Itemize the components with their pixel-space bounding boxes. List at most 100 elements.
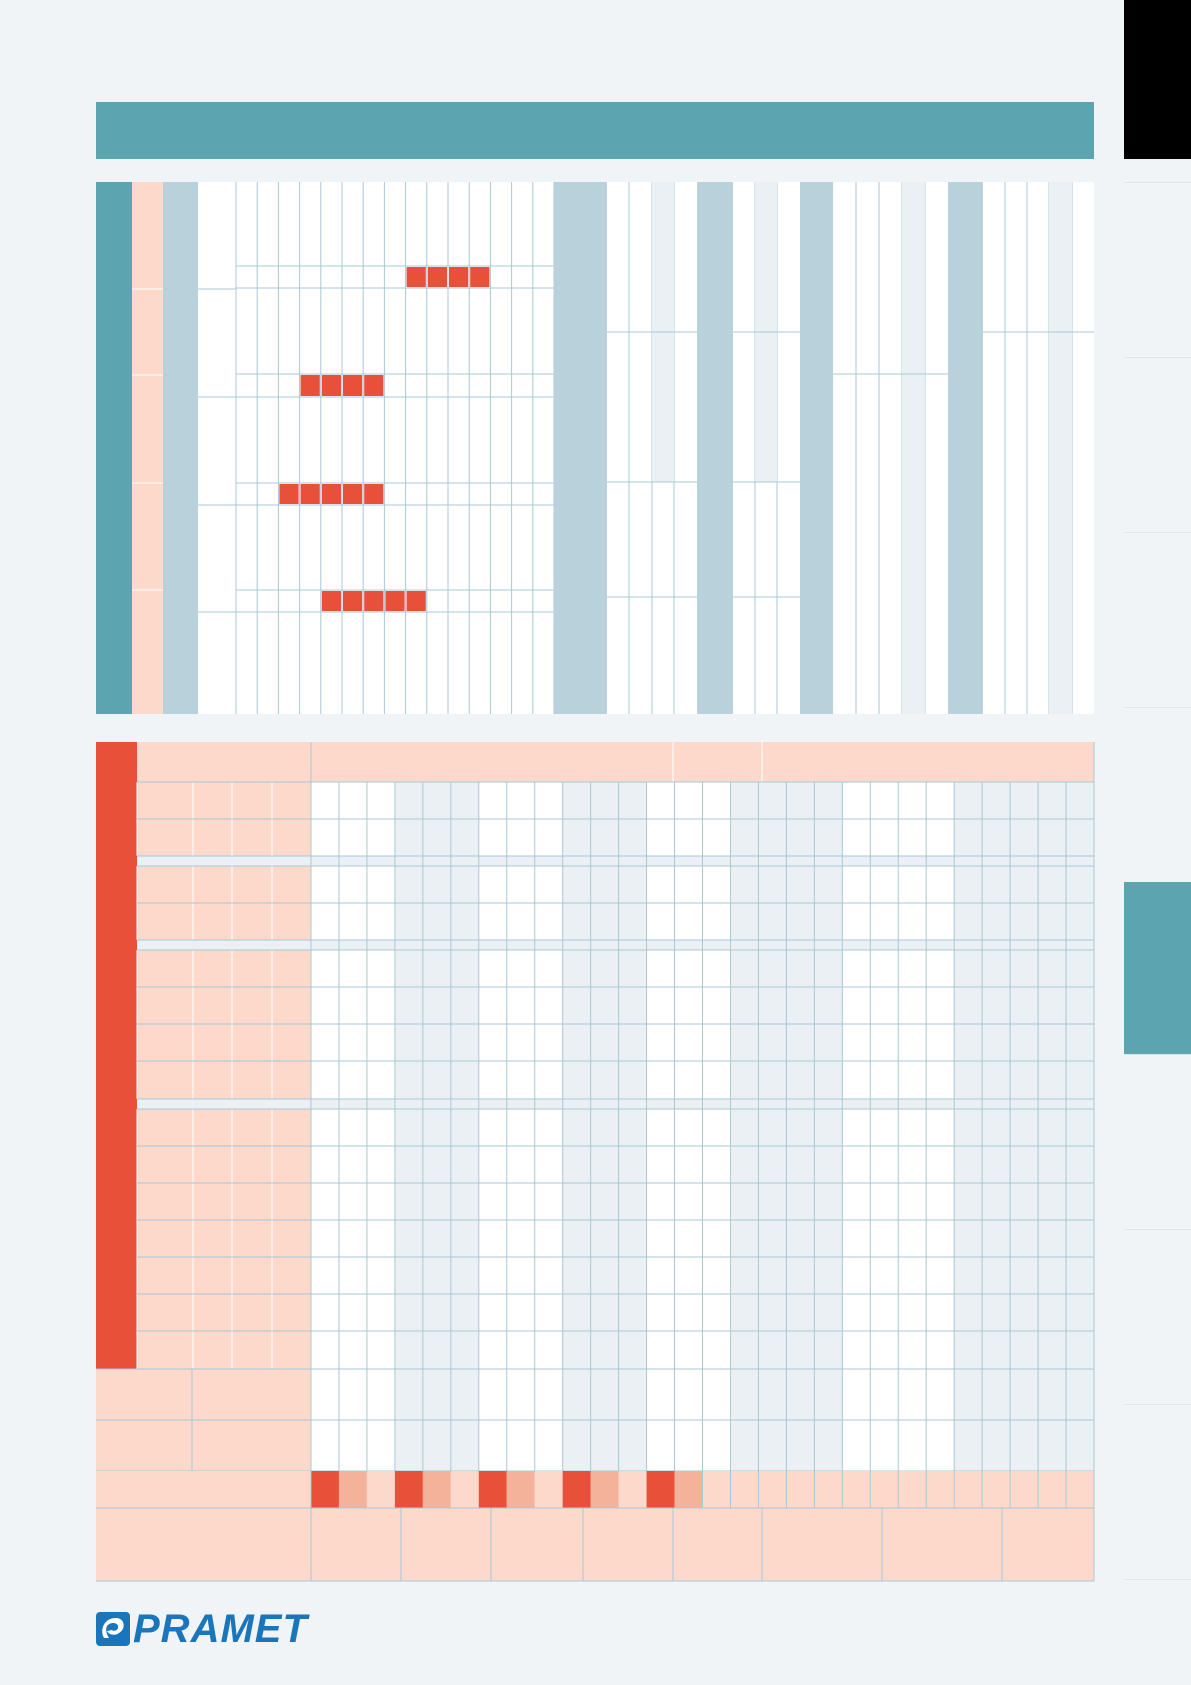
title-bar	[96, 102, 1094, 159]
row-data-background	[311, 1331, 1094, 1369]
row-shaded-group	[562, 1331, 647, 1369]
legend-color-cell	[506, 1471, 535, 1508]
footer-row	[96, 1508, 1094, 1581]
row-shaded-group	[394, 1257, 479, 1294]
row-shaded-group	[730, 1257, 843, 1294]
row-shaded-group	[954, 903, 1094, 940]
block-shaded-cell	[652, 332, 674, 482]
row-shaded-group	[730, 1109, 843, 1146]
row-shaded-group	[394, 903, 479, 940]
row-shaded-group	[954, 1146, 1094, 1183]
highlight-bar-cell	[364, 591, 384, 611]
side-tab-4[interactable]	[1124, 707, 1191, 883]
row-shaded-group	[562, 987, 647, 1024]
row-shaded-group	[562, 1109, 647, 1146]
side-tab-3[interactable]	[1124, 532, 1191, 708]
highlight-bar-cell	[343, 484, 363, 504]
row-label-cells	[137, 950, 311, 987]
summary-shaded-group	[394, 1420, 479, 1471]
row-shaded-group	[954, 782, 1094, 819]
highlight-bar-cell	[300, 375, 320, 396]
side-tab-8[interactable]	[1124, 1404, 1191, 1580]
top-table-blue-divider	[800, 182, 833, 714]
summary-shaded-group	[394, 1369, 479, 1420]
side-tab-1[interactable]	[1124, 182, 1191, 358]
legend-color-cell	[311, 1471, 339, 1508]
row-shaded-group	[730, 1294, 843, 1331]
side-tab-strip	[1124, 0, 1191, 1684]
row-label-cells	[137, 782, 311, 819]
row-shaded-group	[730, 903, 843, 940]
top-table-blue-divider	[697, 182, 733, 714]
side-tab-7[interactable]	[1124, 1229, 1191, 1405]
row-shaded-group	[394, 1294, 479, 1331]
row-shaded-group	[954, 1257, 1094, 1294]
pramet-logo[interactable]: PRAMET	[95, 1609, 307, 1651]
summary-shaded-group	[562, 1420, 647, 1471]
row-shaded-group	[394, 950, 479, 987]
row-shaded-group	[954, 987, 1094, 1024]
legend-color-cell	[646, 1471, 675, 1508]
row-shaded-group	[954, 819, 1094, 856]
top-table-blue-divider	[948, 182, 983, 714]
highlight-bar-cell	[321, 484, 341, 504]
row-data-background	[311, 950, 1094, 987]
block-shaded-cell	[755, 332, 777, 482]
row-data-background	[311, 1257, 1094, 1294]
row-spacer	[137, 1099, 1094, 1109]
row-shaded-group	[562, 1257, 647, 1294]
row-shaded-group	[562, 1183, 647, 1220]
row-shaded-group	[730, 1331, 843, 1369]
row-shaded-group	[954, 1220, 1094, 1257]
top-table-category-column	[163, 182, 198, 714]
row-shaded-group	[730, 1061, 843, 1099]
bottom-table-group-header	[96, 742, 137, 1369]
row-shaded-group	[562, 903, 647, 940]
block-shaded-cell	[902, 374, 925, 714]
row-shaded-group	[394, 866, 479, 903]
row-shaded-group	[394, 1024, 479, 1061]
row-label-cells	[137, 866, 311, 903]
side-tab-9[interactable]	[1124, 1579, 1191, 1685]
row-label-cells	[137, 1146, 311, 1183]
side-tab-2[interactable]	[1124, 357, 1191, 533]
summary-shaded-group	[954, 1369, 1094, 1420]
highlight-bar-cell	[385, 591, 405, 611]
row-data-background	[311, 782, 1094, 819]
block-shaded-cell	[1049, 182, 1072, 714]
legend-color-cell	[422, 1471, 451, 1508]
row-data-background	[311, 1146, 1094, 1183]
row-data-background	[311, 1024, 1094, 1061]
row-shaded-group	[394, 1220, 479, 1257]
side-tab-6[interactable]	[1124, 1054, 1191, 1230]
highlight-bar-cell	[300, 484, 320, 504]
side-tab-active[interactable]	[1124, 882, 1191, 1054]
row-label-cells	[137, 987, 311, 1024]
row-shaded-group	[562, 1061, 647, 1099]
summary-shaded-group	[562, 1369, 647, 1420]
row-shaded-group	[562, 1220, 647, 1257]
legend-color-cell	[450, 1471, 479, 1508]
row-shaded-group	[954, 1294, 1094, 1331]
row-label-cells	[137, 1294, 311, 1331]
row-shaded-group	[730, 866, 843, 903]
row-shaded-group	[730, 987, 843, 1024]
row-shaded-group	[954, 866, 1094, 903]
row-shaded-group	[394, 1331, 479, 1369]
highlight-bar-cell	[321, 375, 341, 396]
row-label-cells	[137, 903, 311, 940]
row-label-cells	[137, 1220, 311, 1257]
row-shaded-group	[954, 1183, 1094, 1220]
legend-color-cell	[394, 1471, 423, 1508]
row-shaded-group	[562, 1294, 647, 1331]
pramet-logo-text: PRAMET	[133, 1607, 308, 1651]
highlight-bar-cell	[343, 591, 363, 611]
block-shaded-cell	[755, 182, 777, 332]
bottom-table-header-row	[137, 742, 1094, 782]
top-table	[96, 182, 1094, 714]
row-shaded-group	[562, 782, 647, 819]
row-label-cells	[137, 1183, 311, 1220]
row-shaded-group	[562, 1146, 647, 1183]
row-data-background	[311, 1294, 1094, 1331]
legend-color-cell	[534, 1471, 563, 1508]
